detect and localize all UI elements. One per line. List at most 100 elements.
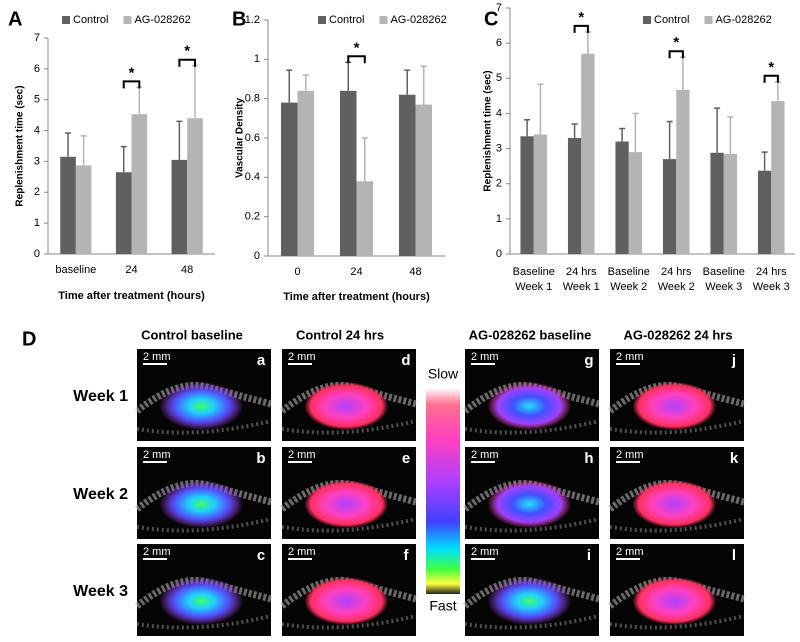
significance-bracket (573, 24, 589, 33)
x-axis-label: Time after treatment (hours) (283, 291, 430, 303)
scale-bar-label: 2 mm (471, 546, 499, 558)
legend-label: Control (73, 14, 108, 26)
panel-label: C (484, 8, 498, 30)
bar (75, 165, 92, 254)
legend-swatch (643, 16, 651, 24)
bar (757, 170, 772, 254)
significance-label: * (129, 64, 135, 81)
legend-swatch (704, 16, 713, 24)
y-tick-label: 0 (496, 248, 502, 260)
legend-label: AG-028262 (134, 14, 190, 26)
y-tick-label: 0.6 (245, 132, 260, 144)
image-letter: f (404, 547, 410, 564)
y-tick-label: 0.8 (245, 93, 260, 105)
y-tick-label: 6 (496, 37, 502, 49)
bar (60, 156, 76, 254)
column-header: Control 24 hrs (296, 327, 384, 342)
bar (662, 159, 677, 254)
x-tick-label: Baseline (703, 266, 745, 278)
image-letter: d (401, 352, 410, 369)
y-tick-label: 1 (496, 213, 502, 225)
x-tick-label: baseline (55, 264, 96, 276)
y-tick-label: 0 (254, 250, 260, 262)
image-letter: e (402, 450, 410, 467)
bar (297, 90, 315, 256)
y-tick-label: 4 (34, 124, 40, 136)
x-tick-label: Week 1 (515, 281, 552, 293)
image-letter: c (257, 547, 265, 564)
x-tick-label: Week 3 (753, 281, 790, 293)
legend-swatch (62, 16, 70, 24)
bar (415, 104, 433, 256)
x-tick-label: 24 hrs (756, 266, 787, 278)
scale-bar-label: 2 mm (143, 546, 171, 558)
row-label: Week 3 (73, 583, 128, 600)
y-axis-label: Replenishment time (sec) (483, 70, 494, 191)
colorbar-bottom: Fast (429, 598, 456, 614)
column-header: AG-028262 24 hrs (623, 327, 732, 342)
panel-label: D (22, 328, 36, 350)
image-letter: b (256, 450, 265, 467)
perfusion-map (487, 577, 572, 626)
scale-bar-label: 2 mm (288, 546, 316, 558)
image-letter: k (730, 450, 739, 467)
y-axis-label: Replenishment time (sec) (15, 85, 26, 206)
significance-label: * (578, 9, 584, 26)
perfusion-map (487, 480, 572, 529)
scale-bar-label: 2 mm (471, 351, 499, 363)
bar (615, 141, 629, 254)
y-axis-label: Vascular Density (235, 98, 246, 178)
bar (771, 101, 785, 254)
x-axis-label: Time after treatment (hours) (58, 290, 205, 302)
bar (115, 172, 132, 254)
scale-bar-label: 2 mm (143, 351, 171, 363)
scale-bar-label: 2 mm (616, 351, 644, 363)
legend-swatch (123, 16, 132, 24)
y-tick-label: 0.2 (245, 211, 260, 223)
x-tick-label: Week 2 (658, 281, 695, 293)
x-tick-label: 24 hrs (566, 266, 597, 278)
x-tick-label: 48 (181, 264, 193, 276)
perfusion-map (159, 577, 244, 626)
y-tick-label: 2 (496, 178, 502, 190)
column-header: AG-028262 baseline (469, 327, 592, 342)
scale-bar-label: 2 mm (471, 449, 499, 461)
perfusion-map (487, 382, 572, 431)
column-header: Control baseline (141, 327, 243, 342)
bar (710, 152, 724, 254)
significance-bracket (178, 58, 196, 67)
y-tick-label: 0 (34, 248, 40, 260)
x-tick-label: Week 3 (705, 281, 742, 293)
y-tick-label: 2 (34, 186, 40, 198)
bar (628, 152, 643, 254)
significance-label: * (768, 59, 774, 76)
significance-label: * (673, 34, 679, 51)
y-tick-label: 5 (496, 72, 502, 84)
legend-label: Control (329, 14, 364, 26)
legend-swatch (318, 16, 326, 24)
legend-swatch (379, 16, 388, 24)
x-tick-label: Baseline (608, 266, 650, 278)
bar (676, 89, 690, 254)
perfusion-map (304, 577, 389, 626)
perfusion-map (304, 480, 389, 529)
image-letter: g (584, 352, 593, 369)
y-tick-label: 5 (34, 94, 40, 106)
x-tick-label: 48 (409, 266, 421, 278)
image-letter: i (587, 547, 591, 564)
legend-label: AG-028262 (390, 14, 446, 26)
y-tick-label: 0.4 (245, 171, 260, 183)
x-tick-label: Week 1 (563, 281, 600, 293)
scale-bar-label: 2 mm (616, 449, 644, 461)
scale-bar-label: 2 mm (288, 449, 316, 461)
significance-label: * (184, 43, 190, 60)
bar (187, 118, 203, 254)
bar (533, 134, 548, 254)
colorbar-top: Slow (428, 366, 459, 382)
perfusion-map (632, 480, 717, 529)
perfusion-map (632, 382, 717, 431)
legend-label: AG-028262 (715, 14, 771, 26)
y-tick-label: 3 (34, 155, 40, 167)
bar (171, 159, 188, 254)
